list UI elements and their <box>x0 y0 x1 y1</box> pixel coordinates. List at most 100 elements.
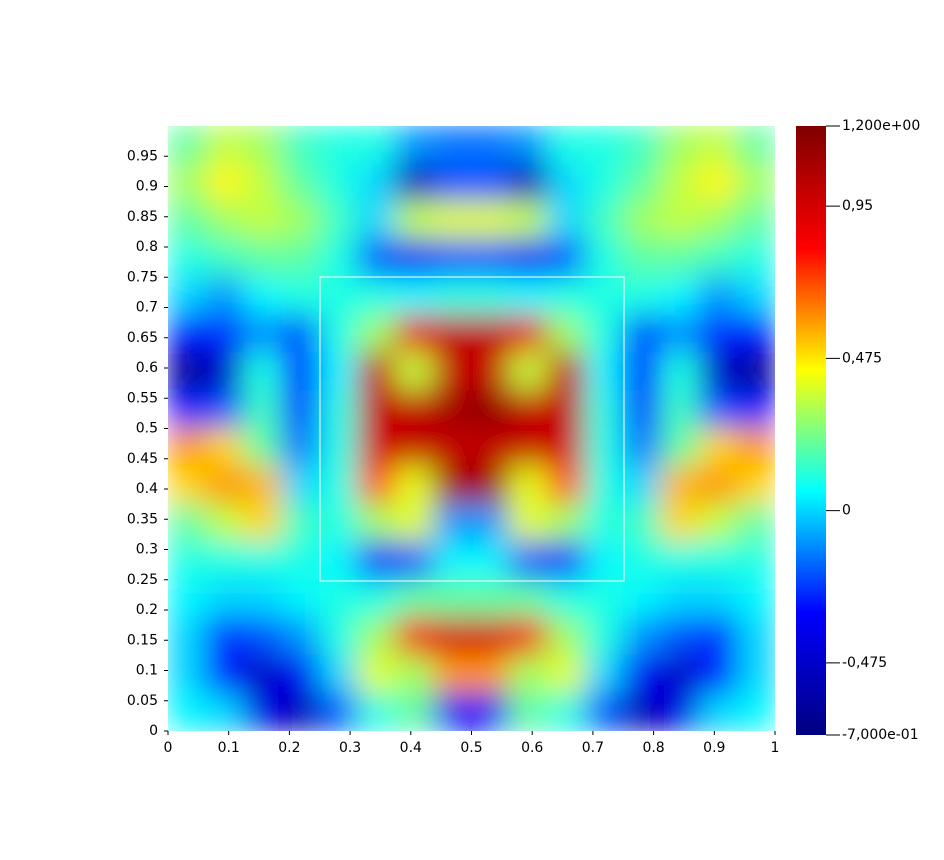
heatmap-cell <box>243 276 283 316</box>
heatmap-cell <box>395 126 435 165</box>
heatmap-cell <box>660 314 700 354</box>
heatmap-cell <box>698 654 738 694</box>
heatmap-cell <box>243 579 283 619</box>
heatmap-cell <box>243 238 283 278</box>
heatmap-cell <box>622 390 662 429</box>
heatmap-cell <box>698 579 738 619</box>
heatmap-cell <box>319 238 359 278</box>
heatmap-cell <box>395 503 435 543</box>
heatmap-cell <box>471 654 510 694</box>
heatmap-cell <box>622 654 662 694</box>
heatmap-cell <box>281 314 321 354</box>
heatmap-cell <box>622 352 662 392</box>
heatmap-cell <box>433 428 472 467</box>
heatmap-cell <box>357 692 397 731</box>
y-tick-label: 0.85 <box>127 209 158 225</box>
heatmap-cell <box>622 163 662 203</box>
y-tick-label: 0.75 <box>127 269 158 285</box>
heatmap-cell <box>471 428 510 467</box>
heatmap-cell <box>698 314 738 354</box>
y-tick-label: 0.1 <box>136 663 158 679</box>
heatmap-cell <box>546 465 586 505</box>
heatmap-cell <box>584 390 624 429</box>
colorbar-tick-label: -7,000e-01 <box>842 727 919 743</box>
x-tick-label: 0.6 <box>521 740 543 756</box>
heatmap-cell <box>660 163 700 203</box>
y-tick-label: 0 <box>149 723 158 739</box>
heatmap-cell <box>622 201 662 240</box>
heatmap-cell <box>736 163 775 203</box>
heatmap-cell <box>546 238 586 278</box>
heatmap-cell <box>622 465 662 505</box>
x-tick-label: 0.4 <box>400 740 422 756</box>
heatmap-cell <box>319 654 359 694</box>
heatmap-cell <box>736 654 775 694</box>
heatmap-cell <box>243 428 283 467</box>
heatmap-cell <box>508 352 548 392</box>
heatmap-cell <box>319 390 359 429</box>
heatmap-cell <box>281 276 321 316</box>
heatmap-cell <box>546 163 586 203</box>
heatmap-cell <box>471 352 510 392</box>
y-tick-label: 0.7 <box>136 300 158 316</box>
heatmap-cell <box>357 541 397 581</box>
heatmap-cell <box>433 579 472 619</box>
heatmap-cell <box>471 276 510 316</box>
heatmap-cell <box>508 201 548 240</box>
heatmap-cell <box>546 579 586 619</box>
heatmap-cell <box>433 238 472 278</box>
heatmap-cell <box>471 465 510 505</box>
heatmap-cell <box>698 541 738 581</box>
heatmap-cell <box>281 428 321 467</box>
heatmap-cell <box>205 390 245 429</box>
heatmap-cell <box>698 692 738 731</box>
heatmap-cell <box>433 163 472 203</box>
heatmap-cell <box>698 617 738 656</box>
heatmap-cell <box>660 579 700 619</box>
heatmap-cell <box>281 503 321 543</box>
heatmap-cell <box>243 390 283 429</box>
heatmap-cell <box>584 579 624 619</box>
heatmap-cell <box>736 352 775 392</box>
heatmap-cell <box>395 352 435 392</box>
heatmap-cell <box>584 163 624 203</box>
heatmap-cell <box>508 692 548 731</box>
heatmap-cell <box>281 579 321 619</box>
heatmap-cell <box>357 201 397 240</box>
heatmap-cell <box>357 352 397 392</box>
heatmap-cell <box>357 579 397 619</box>
heatmap-cell <box>168 541 207 581</box>
heatmap-cell <box>736 276 775 316</box>
heatmap-cell <box>546 428 586 467</box>
heatmap-cell <box>205 465 245 505</box>
heatmap-cell <box>471 579 510 619</box>
x-tick-label: 0.8 <box>642 740 664 756</box>
heatmap-cell <box>168 201 207 240</box>
heatmap-cell <box>243 692 283 731</box>
heatmap-cell <box>736 579 775 619</box>
heatmap-cell <box>357 314 397 354</box>
heatmap-cell <box>357 238 397 278</box>
heatmap-cell <box>546 352 586 392</box>
heatmap-cell <box>622 428 662 467</box>
heatmap-cell <box>546 617 586 656</box>
heatmap-cell <box>281 692 321 731</box>
colorbar-tick-label: -0,475 <box>842 655 887 671</box>
heatmap-cell <box>357 654 397 694</box>
heatmap-cell <box>508 541 548 581</box>
heatmap-cell <box>508 238 548 278</box>
heatmap-cell <box>736 428 775 467</box>
heatmap-cell <box>584 503 624 543</box>
heatmap-cell <box>433 314 472 354</box>
heatmap-cell <box>736 314 775 354</box>
heatmap-cell <box>168 314 207 354</box>
heatmap-cell <box>243 465 283 505</box>
heatmap-cell <box>395 617 435 656</box>
heatmap-cell <box>622 579 662 619</box>
y-tick-label: 0.2 <box>136 602 158 618</box>
heatmap-cell <box>168 352 207 392</box>
heatmap-cell <box>357 163 397 203</box>
heatmap-cell <box>319 352 359 392</box>
heatmap-cell <box>698 428 738 467</box>
heatmap-cell <box>243 201 283 240</box>
